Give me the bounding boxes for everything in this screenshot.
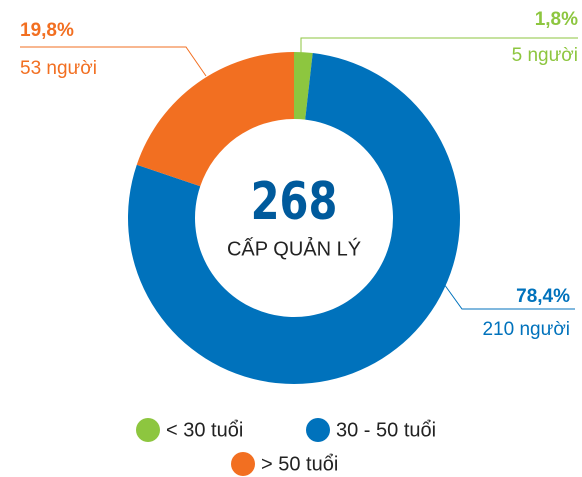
- value-label: 78,4%: [516, 286, 570, 307]
- legend-label: < 30 tuổi: [166, 419, 243, 441]
- leader-line: [443, 283, 575, 310]
- count-label: 5 người: [512, 45, 578, 66]
- count-label: 53 người: [20, 58, 97, 79]
- center-value: 268: [251, 171, 338, 232]
- legend-label: > 50 tuổi: [261, 453, 338, 475]
- count-label: 210 người: [482, 319, 570, 340]
- center-label: CẤP QUẢN LÝ: [227, 237, 361, 260]
- donut-slice: [136, 51, 294, 187]
- legend-label: 30 - 50 tuổi: [336, 419, 436, 441]
- donut-slice: [294, 52, 313, 120]
- value-label: 19,8%: [20, 20, 74, 41]
- value-label: 1,8%: [535, 9, 578, 30]
- legend-swatch: [306, 418, 330, 442]
- legend-swatch: [136, 418, 160, 442]
- legend-swatch: [231, 452, 255, 476]
- donut-slice: [127, 53, 460, 384]
- leader-line: [20, 46, 207, 77]
- leader-line: [300, 37, 578, 54]
- leader-lines: [20, 37, 578, 310]
